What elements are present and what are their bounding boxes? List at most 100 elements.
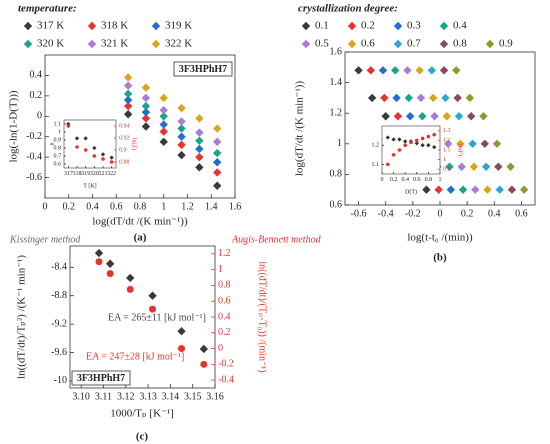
data-point — [354, 66, 363, 75]
x-axis-label: D(T) — [405, 188, 417, 195]
data-point — [109, 155, 114, 160]
data-point — [403, 66, 412, 75]
data-point — [123, 81, 133, 90]
legend-marker — [87, 21, 97, 31]
x-tick-label: 0.6 — [515, 208, 528, 219]
x-axis-label: log(t-t₀ /(min)) — [407, 232, 473, 244]
y-tick-label: 1.1 — [372, 162, 380, 168]
y2-tick-label: 0.6 — [218, 296, 231, 307]
data-point — [494, 162, 503, 171]
y2-tick-label: 0.4 — [218, 311, 231, 322]
panel-caption: (a) — [134, 232, 147, 244]
x-tick-label: 3.14 — [162, 391, 180, 402]
y-tick-label: 0.9 — [54, 137, 62, 143]
data-point — [391, 66, 400, 75]
data-point — [159, 105, 168, 115]
y-tick-label: 0 — [37, 111, 42, 122]
data-point — [432, 144, 437, 150]
y2-tick-label: 0.88 — [119, 159, 130, 165]
y2-tick-label: 1.1 — [443, 147, 451, 153]
data-point — [148, 291, 157, 300]
data-point — [495, 185, 504, 194]
data-point — [159, 112, 168, 121]
data-point — [397, 148, 402, 152]
legend-label: 0.1 — [315, 20, 329, 32]
data-point — [212, 124, 222, 133]
legend-label: 318 K — [101, 20, 128, 32]
y-tick-label: -8.4 — [51, 262, 67, 273]
x-tick-label: 0 — [381, 177, 384, 183]
data-point — [94, 248, 104, 258]
legend-label: 320 K — [37, 38, 64, 50]
y-tick-label: -9.6 — [51, 347, 67, 358]
data-point — [106, 270, 114, 278]
x-tick-label: 0.6 — [110, 201, 123, 212]
y2-tick-label: 1.3 — [443, 128, 451, 134]
x-tick-label: 0.2 — [390, 177, 398, 183]
legend-label: 322 K — [165, 38, 192, 50]
legend-label: 0.8 — [453, 38, 467, 50]
y2-tick-label: -0.2 — [218, 359, 234, 370]
data-point — [200, 360, 208, 368]
x-tick-label: 0.4 — [401, 177, 409, 183]
data-point — [415, 138, 419, 143]
data-point — [367, 93, 377, 103]
x-tick-label: 0.8 — [134, 201, 147, 212]
legend-marker — [151, 39, 161, 49]
x-tick-label: 3.15 — [184, 391, 202, 402]
data-point — [195, 152, 204, 162]
label-box-text: 3F3HPhH7 — [77, 373, 125, 384]
y2-tick-label: 0.94 — [119, 123, 130, 129]
data-point — [195, 136, 204, 145]
y-tick-label: 0.8 — [54, 145, 62, 151]
x-tick-label: 0.8 — [425, 177, 433, 183]
data-point — [212, 181, 222, 190]
y-tick-label: 1 — [58, 129, 61, 135]
legend-label: 0.4 — [453, 20, 467, 32]
data-point — [75, 145, 79, 149]
data-point — [403, 139, 408, 144]
y2-axis-label: ln(F) — [457, 144, 464, 156]
x-tick-label: 320 — [90, 171, 99, 177]
y2-tick-label: -0.4 — [218, 374, 234, 385]
x-tick-label: 0.4 — [488, 208, 501, 219]
data-point — [177, 103, 186, 113]
data-point — [177, 327, 186, 336]
data-point — [195, 144, 204, 154]
x-tick-label: 3.10 — [72, 391, 90, 402]
legend-label: 0.2 — [361, 20, 375, 32]
legend-marker — [23, 39, 33, 49]
y2-axis-label: ln(Z) — [131, 138, 138, 150]
data-point — [159, 93, 168, 103]
data-point — [507, 185, 517, 194]
y-axis-label: log(dT/dt /(K min⁻¹)) — [294, 81, 306, 177]
y2-tick-label: 0.8 — [218, 280, 231, 291]
x-tick-label: 0 — [43, 201, 48, 212]
data-point — [199, 344, 209, 354]
y2-tick-label: 1 — [443, 157, 446, 163]
x-tick-label: 1 — [161, 201, 166, 212]
data-point — [141, 122, 151, 131]
y2-tick-label: 0 — [218, 343, 223, 354]
data-point — [126, 273, 135, 283]
y-tick-label: 0.4 — [30, 70, 43, 81]
y-tick-label: -0.4 — [26, 151, 42, 162]
data-point — [471, 185, 480, 194]
data-point — [177, 124, 186, 133]
data-point — [443, 139, 453, 148]
x-tick-label: 321 — [99, 171, 108, 177]
y-tick-label: 1.2 — [330, 107, 343, 118]
legend-marker — [393, 39, 403, 49]
data-point — [397, 137, 402, 142]
x-tick-label: 1.2 — [181, 201, 194, 212]
y-tick-label: 1.2 — [372, 143, 380, 149]
data-point — [381, 112, 390, 121]
legend-label: 0.7 — [407, 38, 421, 50]
data-point — [141, 114, 151, 123]
x-tick-label: 319 — [81, 171, 90, 177]
y-tick-label: -8.8 — [51, 290, 67, 301]
data-point — [109, 160, 114, 164]
data-point — [492, 139, 502, 148]
data-point — [404, 93, 413, 103]
data-point — [123, 89, 133, 99]
